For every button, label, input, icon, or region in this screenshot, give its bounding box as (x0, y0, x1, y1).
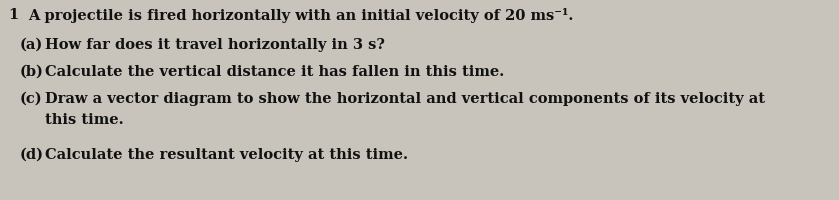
Text: Calculate the vertical distance it has fallen in this time.: Calculate the vertical distance it has f… (45, 65, 504, 79)
Text: 1: 1 (8, 8, 18, 22)
Text: this time.: this time. (45, 113, 123, 127)
Text: Calculate the resultant velocity at this time.: Calculate the resultant velocity at this… (45, 148, 408, 162)
Text: (b): (b) (20, 65, 44, 79)
Text: (c): (c) (20, 92, 43, 106)
Text: How far does it travel horizontally in 3 s?: How far does it travel horizontally in 3… (45, 38, 385, 52)
Text: A projectile is fired horizontally with an initial velocity of 20 ms⁻¹.: A projectile is fired horizontally with … (28, 8, 573, 23)
Text: (d): (d) (20, 148, 44, 162)
Text: (a): (a) (20, 38, 44, 52)
Text: Draw a vector diagram to show the horizontal and vertical components of its velo: Draw a vector diagram to show the horizo… (45, 92, 765, 106)
